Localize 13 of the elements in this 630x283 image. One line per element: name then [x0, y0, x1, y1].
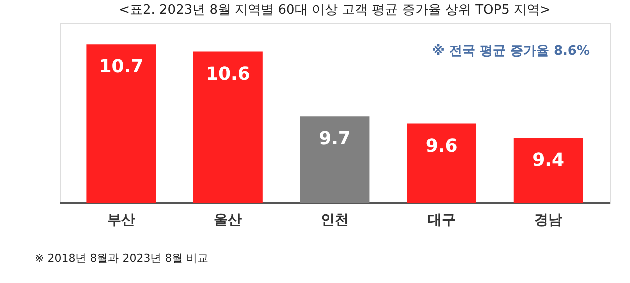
text: ※ 2018년 8월과 2023년 8월 비교 [35, 252, 209, 265]
data-label: 10.6 [206, 64, 250, 85]
data-label: 9.4 [532, 150, 565, 172]
data-label: 9.7 [319, 128, 351, 150]
x-tick-label: 경남 [534, 212, 563, 228]
x-tick-label: 인천 [321, 212, 349, 228]
data-label: 10.7 [99, 56, 144, 78]
data-label: 9.6 [426, 136, 458, 157]
x-tick-label: 대구 [428, 212, 456, 228]
x-tick-label: 울산 [214, 212, 242, 228]
annotation: ※ 전국 평균 증가율 8.6% [432, 44, 590, 59]
chart-title: <표2. 2023년 8월 지역별 60대 이상 고객 평균 증가율 상위 TOP5 지역> [119, 3, 551, 18]
x-tick-label: 부산 [107, 212, 136, 228]
